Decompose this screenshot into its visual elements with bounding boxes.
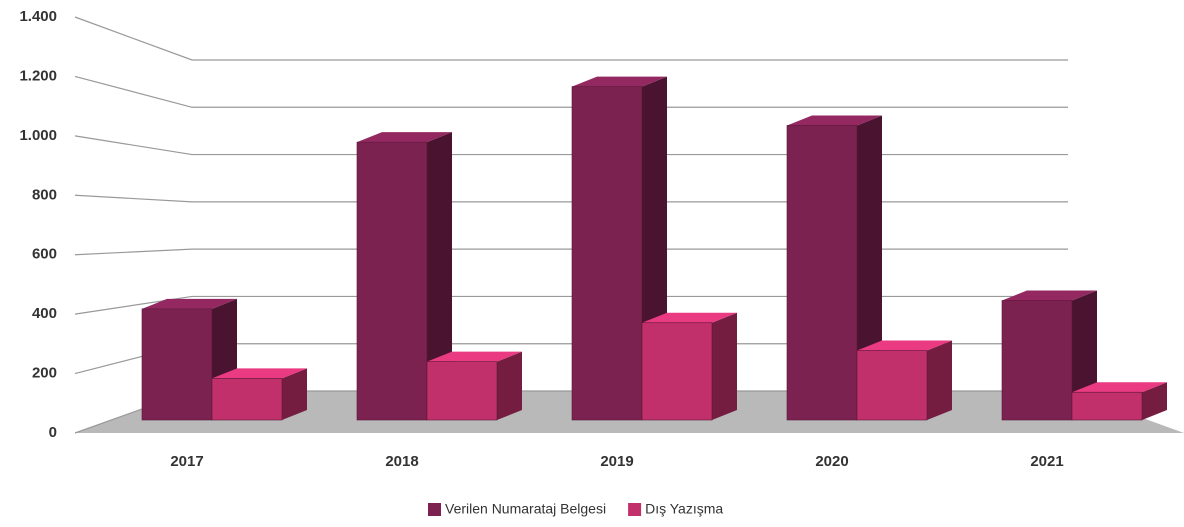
grid-line: [74, 248, 1068, 256]
legend-swatch: [628, 503, 642, 516]
bar: [1071, 391, 1143, 421]
bar: [426, 361, 498, 421]
grid-line: [74, 135, 1068, 156]
legend-label: Dış Yazışma: [645, 501, 723, 517]
bar-top: [357, 132, 452, 143]
bar: [571, 86, 643, 421]
bar-top: [787, 115, 882, 126]
grid-line: [74, 295, 1068, 315]
bar: [141, 308, 213, 421]
bar-top: [572, 76, 667, 87]
bar-top: [142, 298, 237, 309]
x-tick-label: 2020: [815, 453, 848, 470]
bar-side: [1142, 382, 1167, 420]
bar: [1001, 300, 1073, 421]
bar-top: [212, 368, 307, 379]
bar-top: [857, 340, 952, 351]
legend-label: Verilen Numarataj Belgesi: [445, 501, 606, 517]
bar-top: [642, 312, 737, 323]
bar: [641, 322, 713, 421]
x-tick-label: 2019: [600, 453, 633, 470]
bar: [786, 125, 858, 421]
y-tick-label: 1.400: [19, 8, 57, 25]
y-tick-label: 400: [32, 305, 57, 322]
grid-line: [74, 194, 1068, 203]
bar-side: [927, 340, 952, 420]
y-tick-label: 1.200: [19, 67, 57, 84]
y-tick-label: 800: [32, 186, 57, 203]
bar-side: [427, 132, 452, 420]
y-tick-label: 0: [49, 424, 57, 441]
bar-top: [1002, 290, 1097, 301]
bar: [856, 350, 928, 421]
bar-side: [712, 312, 737, 420]
x-tick-label: 2017: [170, 453, 203, 470]
y-tick-label: 600: [32, 246, 57, 263]
legend-swatch: [428, 503, 441, 516]
y-tick-label: 200: [32, 365, 57, 382]
bar: [356, 141, 428, 421]
bar-top: [427, 351, 522, 362]
grid-line: [74, 16, 1068, 61]
x-tick-label: 2021: [1030, 453, 1063, 470]
bar-top: [1072, 382, 1167, 393]
grid-line: [74, 75, 1068, 108]
bar: [211, 378, 283, 421]
bar-side: [282, 368, 307, 420]
x-tick-label: 2018: [385, 453, 418, 470]
y-tick-label: 1.000: [19, 127, 57, 144]
bar-side: [497, 351, 522, 420]
